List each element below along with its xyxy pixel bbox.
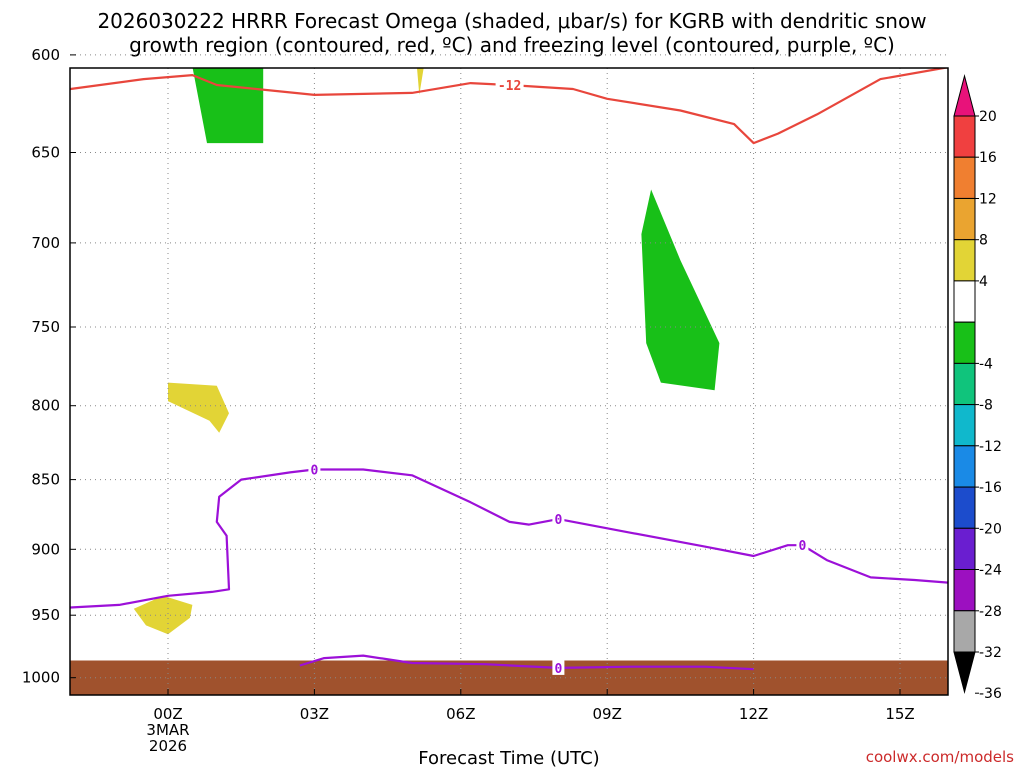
colorbar-bin-2 — [953, 156, 976, 199]
dendritic-contour-2 — [70, 68, 948, 145]
colorbar-label: -4 — [979, 356, 993, 372]
colorbar-label: -16 — [979, 480, 1002, 496]
colorbar-bottom-arrow — [953, 651, 976, 694]
colorbar-bin-5 — [953, 280, 976, 323]
y-tick-label: 950 — [31, 606, 60, 624]
plot-background — [70, 68, 948, 695]
colorbar-bin-12 — [953, 569, 976, 612]
x-tick-label: 03Z — [300, 705, 329, 723]
x-tick-label: 12Z — [739, 705, 768, 723]
freezing-label-bg — [552, 659, 565, 675]
freezing-contour-label: 0 — [554, 662, 562, 677]
freezing-contour-label: 0 — [310, 464, 318, 479]
chart-title: 2026030222 HRRR Forecast Omega (shaded, … — [97, 9, 926, 57]
y-tick-label: 650 — [31, 144, 60, 162]
colorbar-label: -8 — [979, 398, 993, 414]
y-tick-label: 850 — [31, 471, 60, 489]
omega-region-5 — [416, 68, 424, 95]
colorbar-bin-7 — [953, 362, 976, 406]
x-tick-label: 06Z — [446, 705, 475, 723]
colorbar-bin-13 — [953, 610, 976, 653]
y-tick-label: 700 — [31, 234, 60, 252]
colorbar-bin-8 — [953, 404, 976, 447]
freezing-contour-label: 0 — [798, 539, 806, 554]
freezing-contour-3 — [299, 654, 754, 671]
colorbar-top-arrow — [953, 74, 976, 117]
freezing-label-bg — [308, 461, 321, 477]
colorbar-label: 20 — [979, 109, 997, 125]
colorbar-bin-6 — [953, 321, 976, 364]
colorbar-bin-11 — [953, 527, 976, 570]
colorbar: 20 16 12 8 4 -4 -8 -12 -16 -20 -24 -28 -32 -36 — [953, 74, 1002, 702]
freezing-label-bg — [796, 537, 809, 553]
x-axis-title: Forecast Time (UTC) — [418, 748, 599, 768]
freezing-contour-label: 0 — [554, 513, 562, 528]
plot-frame — [69, 67, 949, 696]
y-tick-label: 800 — [31, 397, 60, 415]
colorbar-label: 8 — [979, 233, 988, 249]
omega-region-6 — [168, 382, 229, 433]
x-tick-label: 3MAR — [146, 721, 189, 739]
freezing-label-bg — [552, 511, 565, 527]
x-tick-label: 15Z — [885, 705, 914, 723]
y-tick-label: 900 — [31, 540, 60, 558]
dendritic-contour-label: -12 — [498, 79, 521, 94]
y-tick-label: 600 — [31, 46, 60, 64]
y-tick-label: 1000 — [22, 669, 60, 687]
colorbar-label: 12 — [979, 192, 997, 208]
omega-region-7 — [133, 595, 193, 635]
colorbar-bin-9 — [953, 445, 976, 488]
title-line-1: 2026030222 HRRR Forecast Omega (shaded, … — [97, 9, 926, 33]
colorbar-bin-4 — [953, 239, 976, 282]
colorbar-label: 4 — [979, 274, 988, 290]
x-tick-label: 09Z — [593, 705, 622, 723]
omega-region-0 — [192, 68, 264, 144]
colorbar-label: 16 — [979, 150, 997, 166]
credit-text: coolwx.com/models — [866, 748, 1014, 766]
colorbar-label: -24 — [979, 563, 1002, 579]
colorbar-label: -32 — [979, 645, 1002, 661]
x-tick-label: 2026 — [149, 737, 187, 755]
omega-shading — [133, 68, 720, 635]
colorbar-bin-3 — [953, 198, 976, 241]
title-line-2: growth region (contoured, red, ºC) and f… — [129, 33, 895, 57]
colorbar-label: -12 — [979, 439, 1002, 455]
y-axis: 2503003504004505005506006507007508008509… — [22, 46, 76, 687]
colorbar-label: -20 — [979, 521, 1002, 537]
colorbar-bin-10 — [953, 486, 976, 529]
colorbar-bin-1 — [953, 115, 976, 158]
x-tick-label: 00Z — [153, 705, 182, 723]
colorbar-label: -28 — [979, 604, 1002, 620]
omega-region-15 — [641, 189, 720, 391]
y-tick-label: 750 — [31, 318, 60, 336]
dendritic-label-bg — [495, 77, 524, 92]
colorbar-label: -36 — [979, 686, 1002, 702]
